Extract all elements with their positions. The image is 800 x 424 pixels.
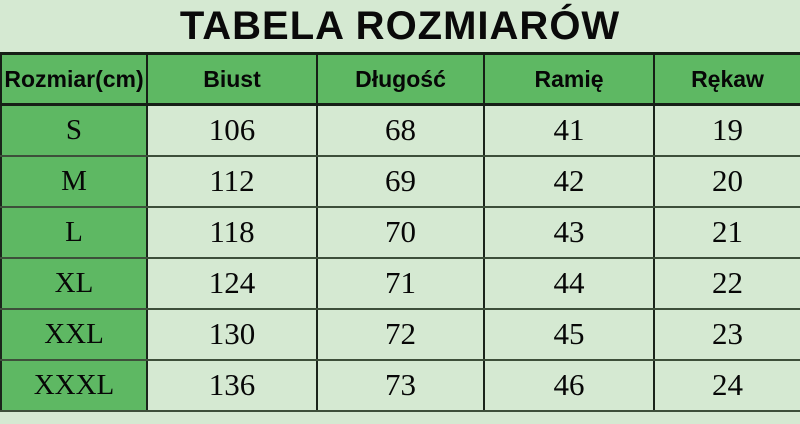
table-cell: 136: [146, 358, 318, 413]
table-cell: 106: [146, 103, 318, 157]
size-label-cell: XXXL: [0, 358, 148, 413]
table-cell: 46: [483, 358, 655, 413]
size-label-cell: XL: [0, 256, 148, 310]
header-row: Rozmiar(cm) Biust Długość Ramię Rękaw: [0, 52, 800, 106]
table-cell: 19: [653, 103, 800, 157]
table-cell: 21: [653, 205, 800, 259]
column-header-biust: Biust: [146, 52, 318, 106]
table-cell: 70: [316, 205, 485, 259]
table-cell: 124: [146, 256, 318, 310]
table-cell: 130: [146, 307, 318, 361]
table-cell: 118: [146, 205, 318, 259]
table-cell: 72: [316, 307, 485, 361]
table-cell: 44: [483, 256, 655, 310]
column-header-ramie: Ramię: [483, 52, 655, 106]
column-header-rekaw: Rękaw: [653, 52, 800, 106]
table-row-xxl: XXL 130 72 45 23: [0, 307, 800, 361]
column-header-rozmiar: Rozmiar(cm): [0, 52, 148, 106]
table-cell: 73: [316, 358, 485, 413]
size-table: Rozmiar(cm) Biust Długość Ramię Rękaw S …: [0, 52, 800, 413]
table-cell: 112: [146, 154, 318, 208]
size-label-cell: S: [0, 103, 148, 157]
table-cell: 20: [653, 154, 800, 208]
table-row-m: M 112 69 42 20: [0, 154, 800, 208]
table-row-xxxl: XXXL 136 73 46 24: [0, 358, 800, 413]
table-cell: 42: [483, 154, 655, 208]
table-cell: 41: [483, 103, 655, 157]
table-cell: 71: [316, 256, 485, 310]
size-label-cell: L: [0, 205, 148, 259]
table-cell: 68: [316, 103, 485, 157]
table-cell: 45: [483, 307, 655, 361]
page-title: TABELA ROZMIARÓW: [179, 4, 621, 48]
table-cell: 24: [653, 358, 800, 413]
table-cell: 69: [316, 154, 485, 208]
table-cell: 43: [483, 205, 655, 259]
size-label-cell: XXL: [0, 307, 148, 361]
table-row-s: S 106 68 41 19: [0, 103, 800, 157]
table-cell: 22: [653, 256, 800, 310]
column-header-dlugosc: Długość: [316, 52, 485, 106]
table-cell: 23: [653, 307, 800, 361]
table-row-xl: XL 124 71 44 22: [0, 256, 800, 310]
size-label-cell: M: [0, 154, 148, 208]
table-row-l: L 118 70 43 21: [0, 205, 800, 259]
